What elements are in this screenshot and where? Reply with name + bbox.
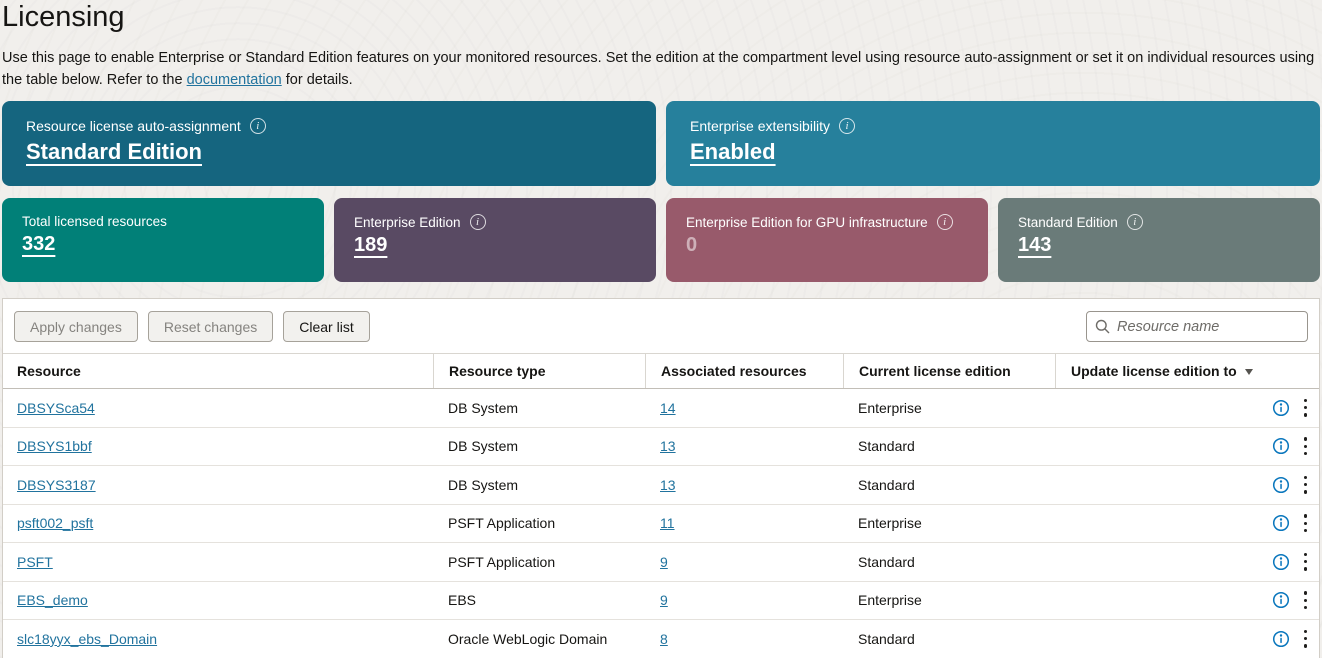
resource-type-cell: DB System	[448, 399, 519, 416]
current-license-edition-cell: Enterprise	[858, 515, 922, 532]
current-license-edition-cell: Standard	[858, 476, 915, 493]
associated-resources-link[interactable]: 9	[660, 553, 668, 570]
column-header-resource-type: Resource type	[433, 354, 645, 388]
card-label: Enterprise Edition	[354, 214, 461, 230]
row-actions-menu-icon[interactable]	[1301, 435, 1310, 457]
reset-changes-button[interactable]: Reset changes	[147, 311, 274, 342]
current-license-edition-cell: Standard	[858, 553, 915, 570]
info-icon[interactable]: i	[1126, 214, 1143, 230]
table-row: PSFT PSFT Application 9 Standard	[3, 543, 1319, 582]
resource-type-cell: DB System	[448, 438, 519, 455]
auto-assignment-value-link[interactable]: Standard Edition	[26, 139, 202, 164]
standard-edition-count-link[interactable]: 143	[1018, 234, 1052, 256]
row-info-icon[interactable]	[1272, 437, 1290, 455]
info-icon[interactable]: i	[839, 118, 856, 134]
row-actions-menu-icon[interactable]	[1301, 397, 1310, 419]
gpu-edition-count: 0	[686, 234, 698, 256]
resource-type-cell: PSFT Application	[448, 515, 556, 532]
resource-name-link[interactable]: DBSYS3187	[17, 476, 96, 493]
card-label: Resource license auto-assignment	[26, 118, 241, 134]
resource-type-cell: DB System	[448, 476, 519, 493]
apply-changes-button[interactable]: Apply changes	[14, 311, 138, 342]
total-licensed-count-link[interactable]: 332	[22, 233, 56, 255]
card-enterprise-extensibility: Enterprise extensibility i Enabled	[666, 101, 1320, 186]
info-icon[interactable]: i	[249, 118, 266, 134]
resource-name-link[interactable]: PSFT	[17, 553, 53, 570]
table-row: EBS_demo EBS 9 Enterprise	[3, 582, 1319, 620]
row-actions-menu-icon[interactable]	[1301, 628, 1310, 650]
row-actions-menu-icon[interactable]	[1301, 589, 1310, 611]
page-description: Use this page to enable Enterprise or St…	[2, 47, 1320, 91]
row-info-icon[interactable]	[1272, 476, 1290, 494]
clear-list-button[interactable]: Clear list	[283, 311, 370, 342]
resource-type-cell: EBS	[448, 592, 477, 609]
table-body: DBSYSca54 DB System 14 Enterprise DBSYS1…	[3, 389, 1319, 658]
row-actions-menu-icon[interactable]	[1301, 474, 1310, 496]
card-enterprise-edition-gpu: Enterprise Edition for GPU infrastructur…	[666, 198, 988, 282]
stat-cards-row: Total licensed resources 332 Enterprise …	[2, 198, 1320, 282]
search-input[interactable]	[1086, 311, 1308, 342]
table-row: DBSYSca54 DB System 14 Enterprise	[3, 389, 1319, 428]
associated-resources-link[interactable]: 13	[660, 476, 676, 493]
info-icon[interactable]: i	[469, 214, 486, 230]
description-text-before: Use this page to enable Enterprise or St…	[2, 50, 1315, 88]
row-info-icon[interactable]	[1272, 553, 1290, 571]
card-total-licensed-resources: Total licensed resources 332	[2, 198, 324, 282]
associated-resources-link[interactable]: 9	[660, 592, 668, 609]
resource-name-link[interactable]: DBSYSca54	[17, 399, 95, 416]
resource-type-cell: Oracle WebLogic Domain	[448, 630, 608, 647]
current-license-edition-cell: Enterprise	[858, 399, 922, 416]
banner-cards-row: Resource license auto-assignment i Stand…	[2, 101, 1320, 186]
resource-name-link[interactable]: EBS_demo	[17, 592, 88, 609]
card-label: Standard Edition	[1018, 214, 1118, 230]
associated-resources-link[interactable]: 13	[660, 438, 676, 455]
column-header-update-license-edition[interactable]: Update license edition to	[1055, 354, 1319, 388]
current-license-edition-cell: Standard	[858, 438, 915, 455]
resource-type-cell: PSFT Application	[448, 553, 556, 570]
row-info-icon[interactable]	[1272, 399, 1290, 417]
associated-resources-link[interactable]: 14	[660, 399, 676, 416]
current-license-edition-cell: Standard	[858, 630, 915, 647]
card-label: Total licensed resources	[22, 214, 167, 229]
column-header-label: Update license edition to	[1071, 363, 1237, 379]
table-header: Resource Resource type Associated resour…	[3, 353, 1319, 389]
page-title: Licensing	[2, 1, 125, 33]
card-label: Enterprise Edition for GPU infrastructur…	[686, 214, 928, 230]
resource-table-panel: Apply changes Reset changes Clear list R…	[2, 298, 1320, 658]
associated-resources-link[interactable]: 8	[660, 630, 668, 647]
enterprise-edition-count-link[interactable]: 189	[354, 234, 388, 256]
row-info-icon[interactable]	[1272, 514, 1290, 532]
column-header-resource: Resource	[17, 363, 81, 379]
resource-name-link[interactable]: slc18yyx_ebs_Domain	[17, 630, 158, 647]
resource-name-link[interactable]: DBSYS1bbf	[17, 438, 92, 455]
card-enterprise-edition: Enterprise Edition i 189	[334, 198, 656, 282]
card-standard-edition: Standard Edition i 143	[998, 198, 1320, 282]
current-license-edition-cell: Enterprise	[858, 592, 922, 609]
table-toolbar: Apply changes Reset changes Clear list	[3, 299, 1319, 353]
associated-resources-link[interactable]: 11	[660, 515, 675, 532]
search-icon	[1095, 319, 1110, 334]
info-icon[interactable]: i	[936, 214, 953, 230]
extensibility-value-link[interactable]: Enabled	[690, 139, 776, 164]
documentation-link[interactable]: documentation	[186, 72, 282, 88]
sort-caret-icon	[1244, 369, 1253, 375]
row-info-icon[interactable]	[1272, 630, 1290, 648]
table-row: psft002_psft PSFT Application 11 Enterpr…	[3, 505, 1319, 543]
row-actions-menu-icon[interactable]	[1301, 551, 1310, 573]
table-row: DBSYS1bbf DB System 13 Standard	[3, 428, 1319, 466]
column-header-current-license-edition: Current license edition	[843, 354, 1055, 388]
row-info-icon[interactable]	[1272, 591, 1290, 609]
card-resource-license-auto-assignment: Resource license auto-assignment i Stand…	[2, 101, 656, 186]
description-text-after: for details.	[281, 72, 353, 88]
resource-search	[1086, 311, 1308, 342]
card-label: Enterprise extensibility	[690, 118, 831, 134]
table-row: DBSYS3187 DB System 13 Standard	[3, 466, 1319, 505]
column-header-associated-resources: Associated resources	[645, 354, 843, 388]
resource-name-link[interactable]: psft002_psft	[17, 515, 94, 532]
table-row: slc18yyx_ebs_Domain Oracle WebLogic Doma…	[3, 620, 1319, 658]
row-actions-menu-icon[interactable]	[1301, 512, 1310, 534]
